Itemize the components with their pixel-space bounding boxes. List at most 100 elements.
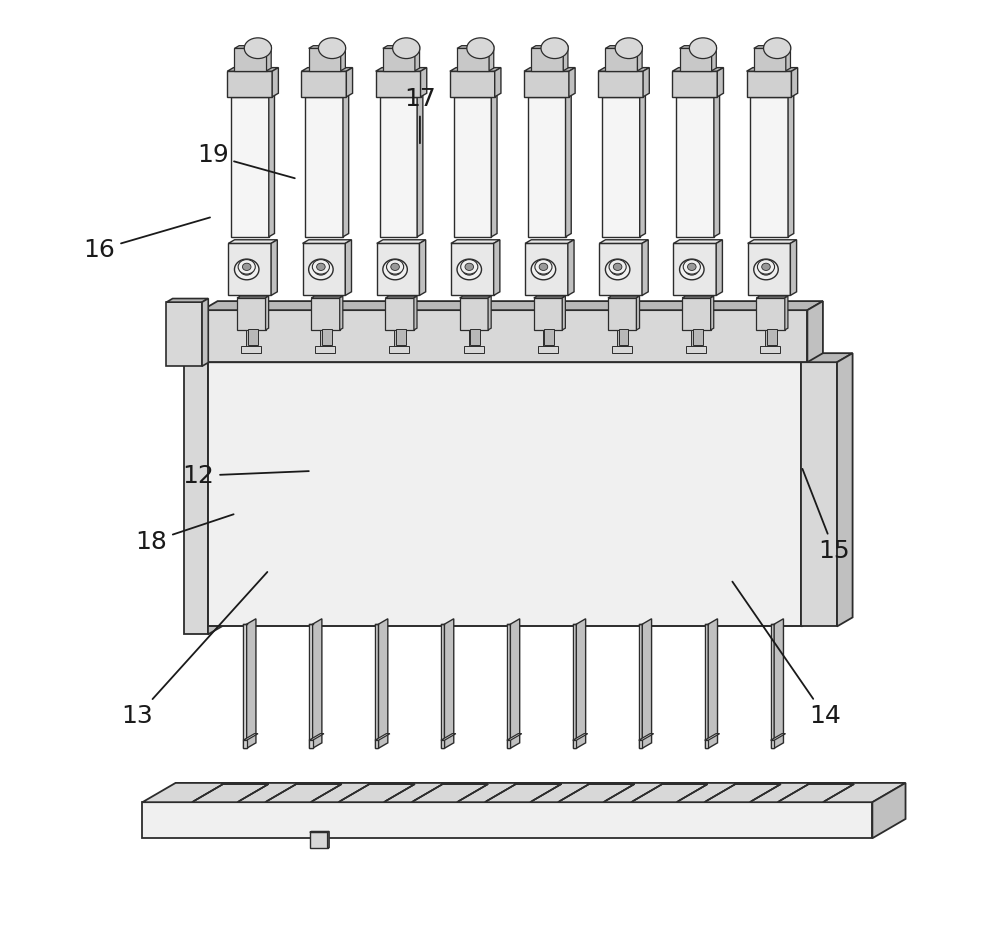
Polygon shape	[377, 240, 426, 243]
Polygon shape	[714, 93, 720, 236]
Polygon shape	[383, 45, 420, 48]
Polygon shape	[682, 296, 714, 298]
Polygon shape	[267, 45, 271, 71]
Ellipse shape	[461, 260, 478, 274]
Polygon shape	[801, 353, 853, 363]
Polygon shape	[309, 625, 313, 748]
Polygon shape	[771, 625, 774, 748]
Polygon shape	[441, 740, 444, 748]
Polygon shape	[202, 299, 208, 366]
Polygon shape	[380, 93, 423, 97]
Ellipse shape	[689, 38, 717, 58]
Ellipse shape	[605, 259, 630, 280]
Polygon shape	[460, 298, 488, 330]
Polygon shape	[642, 619, 652, 748]
Polygon shape	[489, 45, 494, 71]
Polygon shape	[672, 72, 717, 97]
Polygon shape	[524, 72, 569, 97]
Polygon shape	[748, 243, 790, 296]
Polygon shape	[750, 93, 794, 97]
Ellipse shape	[680, 259, 704, 280]
Polygon shape	[376, 72, 421, 97]
Polygon shape	[320, 330, 330, 346]
Polygon shape	[454, 93, 497, 97]
Polygon shape	[747, 72, 791, 97]
Ellipse shape	[757, 260, 775, 274]
Polygon shape	[166, 302, 202, 366]
Polygon shape	[525, 243, 568, 296]
Polygon shape	[639, 740, 642, 748]
Ellipse shape	[244, 38, 272, 58]
Polygon shape	[451, 240, 500, 243]
Polygon shape	[507, 734, 522, 740]
Polygon shape	[605, 45, 642, 48]
Polygon shape	[311, 298, 340, 330]
Polygon shape	[237, 298, 266, 330]
Text: 19: 19	[197, 143, 295, 178]
Polygon shape	[346, 68, 353, 97]
Polygon shape	[673, 240, 722, 243]
Ellipse shape	[314, 264, 328, 275]
Polygon shape	[301, 72, 346, 97]
Polygon shape	[748, 240, 797, 243]
Ellipse shape	[467, 38, 494, 58]
Polygon shape	[705, 734, 720, 740]
Polygon shape	[464, 346, 484, 352]
Polygon shape	[460, 296, 491, 298]
Polygon shape	[705, 625, 708, 748]
Polygon shape	[717, 68, 723, 97]
Ellipse shape	[318, 38, 346, 58]
Polygon shape	[639, 734, 654, 740]
Polygon shape	[573, 740, 576, 748]
Ellipse shape	[383, 259, 407, 280]
Polygon shape	[444, 619, 454, 748]
Polygon shape	[672, 68, 723, 72]
Ellipse shape	[541, 38, 568, 58]
Ellipse shape	[764, 38, 791, 58]
Polygon shape	[491, 93, 497, 236]
Polygon shape	[494, 240, 500, 296]
Polygon shape	[771, 734, 786, 740]
Polygon shape	[311, 296, 343, 298]
Polygon shape	[451, 243, 494, 296]
Polygon shape	[507, 740, 510, 748]
Polygon shape	[208, 363, 801, 626]
Polygon shape	[534, 298, 562, 330]
Polygon shape	[786, 45, 790, 71]
Polygon shape	[680, 48, 712, 71]
Polygon shape	[227, 72, 272, 97]
Polygon shape	[544, 329, 554, 345]
Polygon shape	[303, 240, 351, 243]
Ellipse shape	[615, 38, 642, 58]
Ellipse shape	[457, 259, 482, 280]
Polygon shape	[617, 330, 627, 346]
Polygon shape	[507, 625, 510, 748]
Polygon shape	[469, 330, 479, 346]
Polygon shape	[534, 296, 565, 298]
Polygon shape	[750, 97, 788, 236]
Polygon shape	[415, 45, 420, 71]
Polygon shape	[619, 329, 628, 345]
Polygon shape	[341, 45, 345, 71]
Polygon shape	[450, 72, 495, 97]
Polygon shape	[760, 346, 780, 352]
Polygon shape	[414, 296, 417, 330]
Polygon shape	[309, 734, 324, 740]
Polygon shape	[754, 45, 790, 48]
Polygon shape	[598, 72, 643, 97]
Polygon shape	[322, 329, 332, 345]
Polygon shape	[531, 48, 563, 71]
Polygon shape	[305, 93, 349, 97]
Ellipse shape	[609, 260, 626, 274]
Polygon shape	[234, 48, 267, 71]
Polygon shape	[767, 329, 777, 345]
Polygon shape	[673, 243, 716, 296]
Polygon shape	[184, 337, 224, 347]
Ellipse shape	[387, 260, 404, 274]
Polygon shape	[454, 97, 491, 236]
Polygon shape	[385, 298, 414, 330]
Polygon shape	[375, 740, 378, 748]
Polygon shape	[636, 296, 640, 330]
Polygon shape	[566, 93, 571, 236]
Polygon shape	[310, 833, 328, 849]
